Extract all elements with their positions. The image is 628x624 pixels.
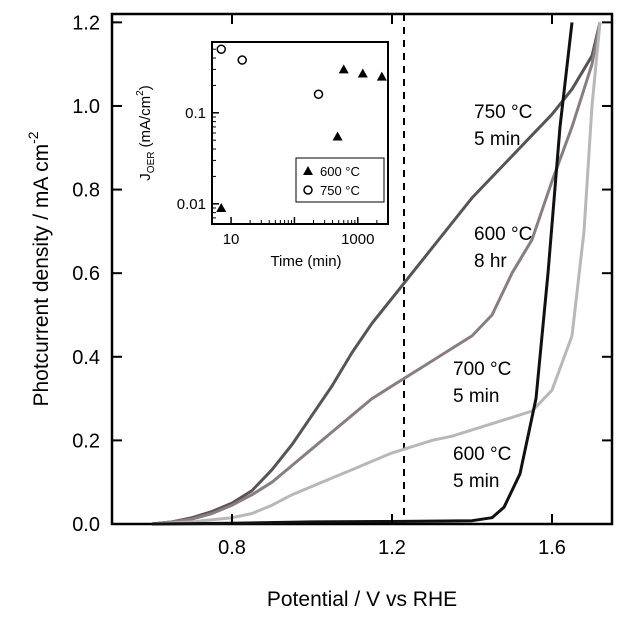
x-tick-label: 0.8 xyxy=(218,537,246,559)
inset-x-tick-label: 1000 xyxy=(341,231,374,248)
y-tick-label: 1.0 xyxy=(72,96,100,118)
inset-y-axis-title: JOER (mA/cm2) xyxy=(135,85,157,180)
legend-circle-icon xyxy=(303,185,313,195)
curve-label-line2: 5 min xyxy=(453,386,499,407)
inset-y-axis-title-units: (mA/cm xyxy=(137,96,154,148)
inset-y-axis-title-j: J xyxy=(137,173,154,181)
inset-plot: 10 1000 0.01 0.1 600 °C 750 °C Time (min) JO… xyxy=(135,41,389,270)
axis-ticks: 0.8 1.2 1.6 0.0 0.2 0.4 0.6 0.8 1.0 1.2 xyxy=(72,12,612,559)
x-tick-label: 1.2 xyxy=(378,537,406,559)
curve-label-line2: 5 min xyxy=(453,471,499,492)
inset-point-750C xyxy=(313,89,324,99)
inset-point-600C xyxy=(376,71,387,81)
y-axis-title-exponent: -2 xyxy=(25,131,41,144)
inset-y-axis-title-sub: OER xyxy=(146,152,157,174)
inset-point-600C xyxy=(338,64,349,74)
y-axis-title: Photcurrent density / mA cm-2 xyxy=(25,131,53,406)
curve-3 xyxy=(151,22,574,526)
inset-point-600C xyxy=(216,202,227,212)
inset-point-600C xyxy=(332,131,343,141)
curve-label-line1: 750 °C xyxy=(474,102,532,123)
y-tick-label: 0.4 xyxy=(72,347,100,369)
curve-labels: 750 °C 5 min 600 °C 8 hr 700 °C 5 min 600 °C 5 … xyxy=(453,102,532,492)
y-tick-label: 0.0 xyxy=(72,514,100,536)
main-plot: 0.8 1.2 1.6 0.0 0.2 0.4 0.6 0.8 1.0 1.2 xyxy=(72,12,614,559)
inset-point-750C xyxy=(237,55,247,65)
inset-y-axis-title-units-close: ) xyxy=(137,85,154,90)
legend-label-750C: 750 °C xyxy=(320,183,360,198)
curve-label-line1: 600 °C xyxy=(453,444,511,465)
inset-y-tick-label: 0.01 xyxy=(177,196,206,213)
x-tick-label: 1.6 xyxy=(538,537,566,559)
curve-2 xyxy=(151,22,602,526)
y-tick-label: 0.8 xyxy=(72,180,100,202)
inset-x-tick-label: 10 xyxy=(223,231,240,248)
y-axis-title-text: Photcurrent density / mA cm xyxy=(30,144,53,407)
inset-legend: 600 °C 750 °C xyxy=(295,157,385,203)
inset-legend-box xyxy=(295,157,385,203)
curve-1 xyxy=(151,22,602,526)
y-tick-label: 1.2 xyxy=(72,12,100,34)
inset-x-axis-title: Time (min) xyxy=(270,253,341,270)
inset-ticks: 10 1000 0.01 0.1 xyxy=(177,48,378,248)
inset-point-600C xyxy=(357,68,368,78)
curve-label-line2: 5 min xyxy=(474,129,520,150)
y-tick-label: 0.6 xyxy=(72,263,100,285)
legend-label-600C: 600 °C xyxy=(320,164,360,179)
legend-triangle-icon xyxy=(303,166,313,175)
plot-frame xyxy=(110,12,614,526)
curve-label-line1: 600 °C xyxy=(474,224,532,245)
curve-0 xyxy=(151,22,602,526)
inset-y-axis-title-units-sup: 2 xyxy=(135,90,146,96)
curves xyxy=(151,22,602,526)
inset-point-750C xyxy=(216,44,227,54)
curve-label-line2: 8 hr xyxy=(474,251,507,272)
x-axis-title: Potential / V vs RHE xyxy=(267,588,457,611)
y-tick-label: 0.2 xyxy=(72,430,100,452)
inset-points xyxy=(216,44,387,212)
inset-y-tick-label: 0.1 xyxy=(185,105,206,122)
curve-label-line1: 700 °C xyxy=(453,359,511,380)
